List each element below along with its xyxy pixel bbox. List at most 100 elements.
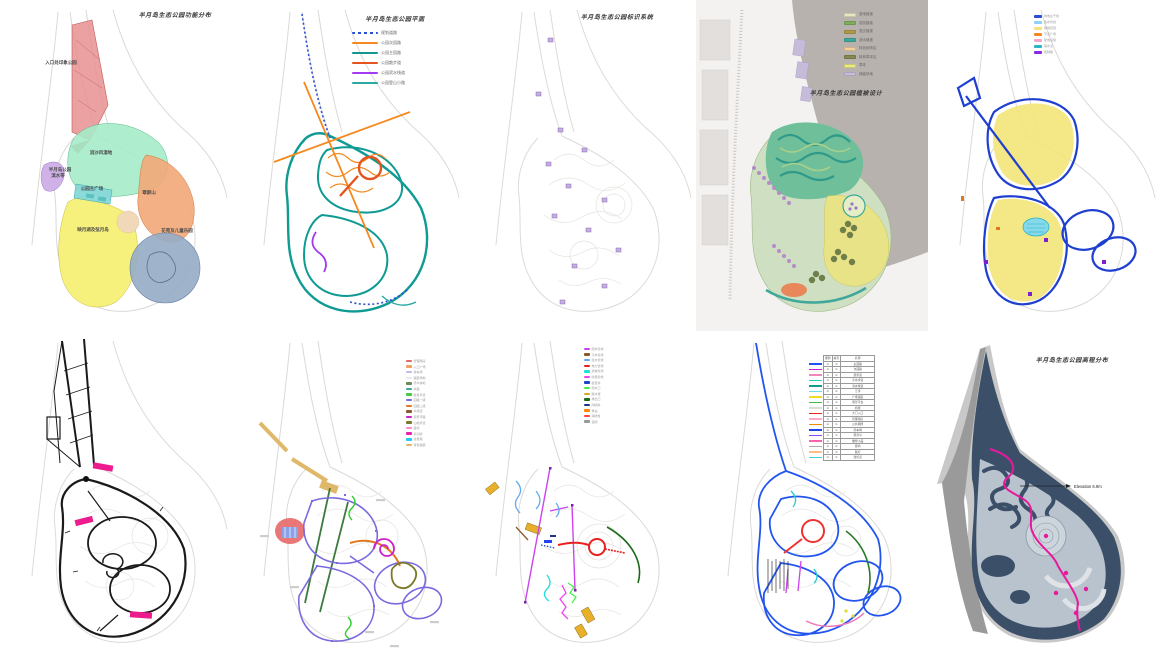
legend-label: 供电主干线 bbox=[1044, 14, 1060, 18]
legend-name-cell: 停车场 bbox=[840, 426, 876, 433]
legend-color-swatch bbox=[406, 443, 412, 447]
legend-label: 配电设施 bbox=[1044, 38, 1057, 42]
legend-color-swatch bbox=[844, 46, 856, 51]
legend-label: 停车场 bbox=[413, 370, 423, 375]
legend-line-cell bbox=[808, 372, 824, 378]
legend-line-cell bbox=[808, 455, 824, 461]
legend-label: 入口广场 bbox=[413, 364, 426, 369]
legend-table-header: 图例 编号 名称 bbox=[808, 355, 876, 362]
legend-name-cell: 广场铺装 bbox=[840, 393, 876, 400]
legend-name-cell: 雕塑小品 bbox=[840, 437, 876, 444]
legend-color-swatch bbox=[1034, 38, 1042, 42]
legend-color-swatch bbox=[844, 12, 856, 17]
legend-line-cell bbox=[808, 400, 824, 406]
legend-line-cell bbox=[808, 367, 824, 373]
legend-row: 公园次园路 bbox=[352, 40, 405, 46]
pipelines-legend: 雨水管线 污水管线 给水管线 电力管线 通信管线 bbox=[584, 347, 604, 424]
legend-row: 电力管线 bbox=[584, 364, 604, 368]
legend-row: 疏林草坪区 bbox=[844, 55, 877, 60]
legend-line-cell bbox=[808, 361, 824, 367]
road-structure-map bbox=[31, 338, 228, 643]
legend-label: 雨水管线 bbox=[591, 347, 604, 351]
legend-label: 消防栓 bbox=[591, 414, 601, 419]
legend-name-cell: 观景亭 bbox=[840, 432, 876, 439]
legend-line-cell bbox=[808, 416, 824, 422]
panel-circulation-plan: 半月岛生态公园平面 规划道路 公园次园路 公园主园路 公园散步道 bbox=[232, 0, 464, 331]
legend-color-swatch bbox=[844, 72, 856, 76]
legend-label: 湿地植被 bbox=[859, 12, 873, 16]
legend-color-swatch bbox=[584, 392, 590, 395]
legend-name-cell: 大门入口 bbox=[840, 410, 876, 417]
legend-row: 园路一级 bbox=[406, 398, 426, 402]
legend-label: 草坪 bbox=[859, 63, 866, 67]
legend-row: 木栈道 bbox=[406, 409, 426, 413]
legend-line-cell bbox=[808, 378, 824, 384]
legend-color-swatch bbox=[406, 382, 412, 385]
legend-color-swatch bbox=[406, 376, 412, 380]
ridge-path bbox=[989, 448, 1081, 632]
legend-label: 雨水口 bbox=[591, 386, 601, 391]
legend-color-swatch bbox=[844, 21, 856, 25]
legend-row: 规划道路 bbox=[352, 30, 405, 36]
zone-label-waterfront-2: 滨水带 bbox=[51, 173, 65, 178]
legend-row: 绿地范围 bbox=[1034, 26, 1059, 30]
zone-label-plaza: 公园主广场 bbox=[80, 186, 104, 191]
zone-label-waterfront-1: 半月岛公园 bbox=[48, 167, 72, 172]
legend-name-cell: 管理用房 bbox=[840, 415, 876, 422]
legend-color-swatch bbox=[406, 365, 412, 368]
legend-row: 观赏植被 bbox=[844, 21, 877, 26]
planting-map bbox=[696, 0, 928, 331]
legend-row: 特色树阵区 bbox=[844, 46, 877, 51]
legend-color-swatch bbox=[584, 358, 590, 362]
legend-label: 铺装场地 bbox=[413, 375, 426, 380]
legend-row: 垃圾箱 bbox=[406, 437, 426, 441]
legend-label: 绿地范围 bbox=[1044, 26, 1057, 30]
signage-map bbox=[495, 9, 692, 312]
legend-color-swatch bbox=[584, 375, 590, 379]
legend-line-cell bbox=[808, 394, 824, 400]
legend-label: 喷灌管线 bbox=[591, 374, 604, 379]
legend-row: 混交植被 bbox=[844, 29, 877, 34]
legend-number-cell: ⊙ bbox=[831, 454, 842, 461]
legend-label: 公园主园路 bbox=[381, 50, 401, 55]
legend-label: 公园登山小路 bbox=[381, 80, 405, 85]
legend-symbol-cell: ⊙ bbox=[823, 454, 833, 461]
legend-row: 水面 bbox=[406, 387, 426, 391]
pipelines-map bbox=[485, 340, 660, 643]
legend-label: 给水管线 bbox=[591, 358, 604, 363]
legend-name-cell: 观景平台 bbox=[840, 399, 876, 406]
legend-row: 公园登山小路 bbox=[352, 80, 405, 86]
panel-title: 半月岛生态公园高程分布 bbox=[1035, 357, 1109, 364]
legend-label: 滨水植被 bbox=[859, 37, 873, 42]
panel-signage-system: 半月岛生态公园标识系统 bbox=[464, 0, 696, 331]
legend-name-cell: 桥梁 bbox=[840, 404, 876, 411]
legend-row: 涵洞 bbox=[584, 420, 604, 424]
panel-road-structure bbox=[0, 331, 232, 662]
utility-legend: 供电主干线 给水管线 绿地范围 节点广场 配电设施 bbox=[1034, 14, 1059, 54]
legend-row: 公园主园路 bbox=[352, 50, 405, 56]
legend-row: 山地步道 bbox=[406, 421, 426, 425]
legend-line-swatch bbox=[809, 390, 822, 393]
legend-label: 园路一级 bbox=[413, 398, 426, 403]
road-band bbox=[942, 347, 988, 634]
legend-line-swatch bbox=[352, 31, 378, 35]
legend-label: 管理用房 bbox=[413, 359, 426, 363]
legend-line-cell bbox=[808, 405, 824, 411]
legend-label: 控制箱 bbox=[1044, 50, 1054, 54]
legend-label: 座椅 bbox=[413, 426, 420, 431]
legend-label: 污水管线 bbox=[591, 352, 604, 357]
legend-color-swatch bbox=[1034, 20, 1042, 24]
legend-line-swatch bbox=[809, 379, 822, 382]
legend-label: 闸阀井 bbox=[591, 402, 601, 407]
planting-legend: 湿地植被 观赏植被 混交植被 滨水植被 特色树阵区 bbox=[844, 12, 877, 77]
legend-row: 滨水植被 bbox=[844, 38, 877, 43]
legend-color-swatch bbox=[584, 347, 590, 351]
legend-line-swatch bbox=[809, 363, 822, 365]
legend-line-swatch bbox=[352, 41, 378, 45]
legend-line-swatch bbox=[809, 385, 822, 387]
legend-row: 污水管线 bbox=[584, 353, 604, 357]
legend-color-swatch bbox=[1034, 32, 1042, 36]
legend-line-swatch bbox=[809, 396, 822, 398]
legend-color-swatch bbox=[406, 426, 412, 430]
